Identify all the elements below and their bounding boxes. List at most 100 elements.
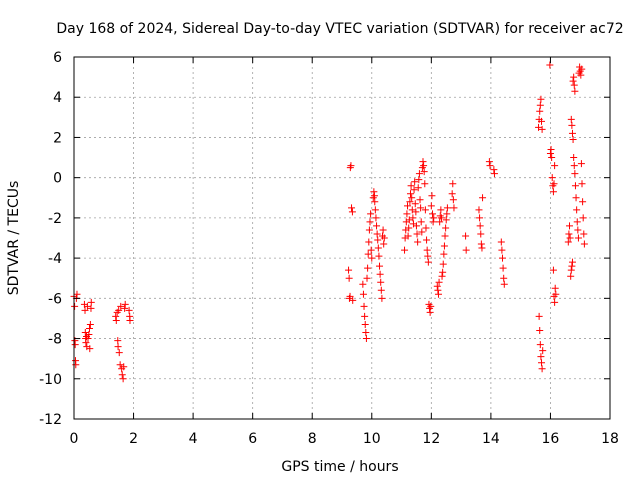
data-point [570,81,578,89]
data-point [546,61,554,69]
data-point [112,316,120,324]
data-point [568,262,576,270]
data-point [477,230,485,238]
data-point [81,306,89,314]
grid [74,57,610,419]
data-point [569,77,577,85]
y-tick-label: -2 [48,211,62,227]
data-point [571,170,579,178]
data-point [71,302,79,310]
data-point [578,65,586,73]
data-point [73,290,81,298]
data-point [405,224,413,232]
data-point [378,294,386,302]
data-point [375,252,383,260]
data-point [476,214,484,222]
data-point [377,286,385,294]
data-point [428,192,436,200]
data-point [443,204,451,212]
data-point [549,266,557,274]
data-point [415,176,423,184]
data-point [85,331,93,339]
data-point [372,214,380,222]
data-point [87,298,95,306]
data-point [362,329,370,337]
data-point [86,320,94,328]
data-point [434,290,442,298]
data-point [126,316,134,324]
data-point [439,268,447,276]
data-point [114,343,122,351]
data-point [370,188,378,196]
data-point [441,232,449,240]
data-point [477,240,485,248]
data-point [367,210,375,218]
x-tick-label: 4 [189,431,198,447]
data-point [345,266,353,274]
data-point [567,272,575,280]
data-point [114,337,122,345]
data-point [577,160,585,168]
data-point [475,206,483,214]
y-tick-label: -4 [48,251,62,267]
data-point [427,302,435,310]
data-point [448,190,456,198]
data-point [423,236,431,244]
data-point [436,218,444,226]
data-point [571,182,579,190]
data-point [419,158,427,166]
data-point [564,238,572,246]
data-point [429,210,437,218]
data-point [373,230,381,238]
data-point [573,206,581,214]
data-point [486,162,494,170]
y-tick-label: 2 [53,130,62,146]
data-point [366,218,374,226]
data-point [500,274,508,282]
data-point [429,218,437,226]
data-point [499,264,507,272]
data-point [120,363,128,371]
data-point [539,347,547,355]
data-point [570,154,578,162]
data-point [359,290,367,298]
data-point [568,258,576,266]
data-point [115,349,123,357]
data-point [84,335,92,343]
data-point [449,196,457,204]
data-point [485,158,493,166]
y-tick-label: -12 [39,412,62,428]
data-point [567,115,575,123]
data-point [406,190,414,198]
data-point [570,162,578,170]
data-point [83,302,91,310]
data-point [579,198,587,206]
data-point [371,206,379,214]
data-point [368,254,376,262]
data-point [418,228,426,236]
data-point [565,230,573,238]
data-point [536,101,544,109]
plot-frame [73,56,611,420]
data-point [440,242,448,250]
x-tick-label: 16 [542,431,560,447]
x-axis-label: GPS time / hours [281,459,398,475]
y-tick-label: -10 [39,372,62,388]
data-point [490,166,498,174]
data-point [498,246,506,254]
data-point [435,278,443,286]
data-point [547,146,555,154]
data-point [380,240,388,248]
data-point [414,238,422,246]
data-point [427,202,435,210]
data-point [361,312,369,320]
x-tick-label: 12 [422,431,440,447]
x-tick-label: 14 [482,431,500,447]
data-point [345,274,353,282]
x-tick-label: 0 [70,431,79,447]
data-point [535,312,543,320]
data-point [422,224,430,232]
data-point [550,180,558,188]
data-point [119,375,127,383]
data-point [548,154,556,162]
